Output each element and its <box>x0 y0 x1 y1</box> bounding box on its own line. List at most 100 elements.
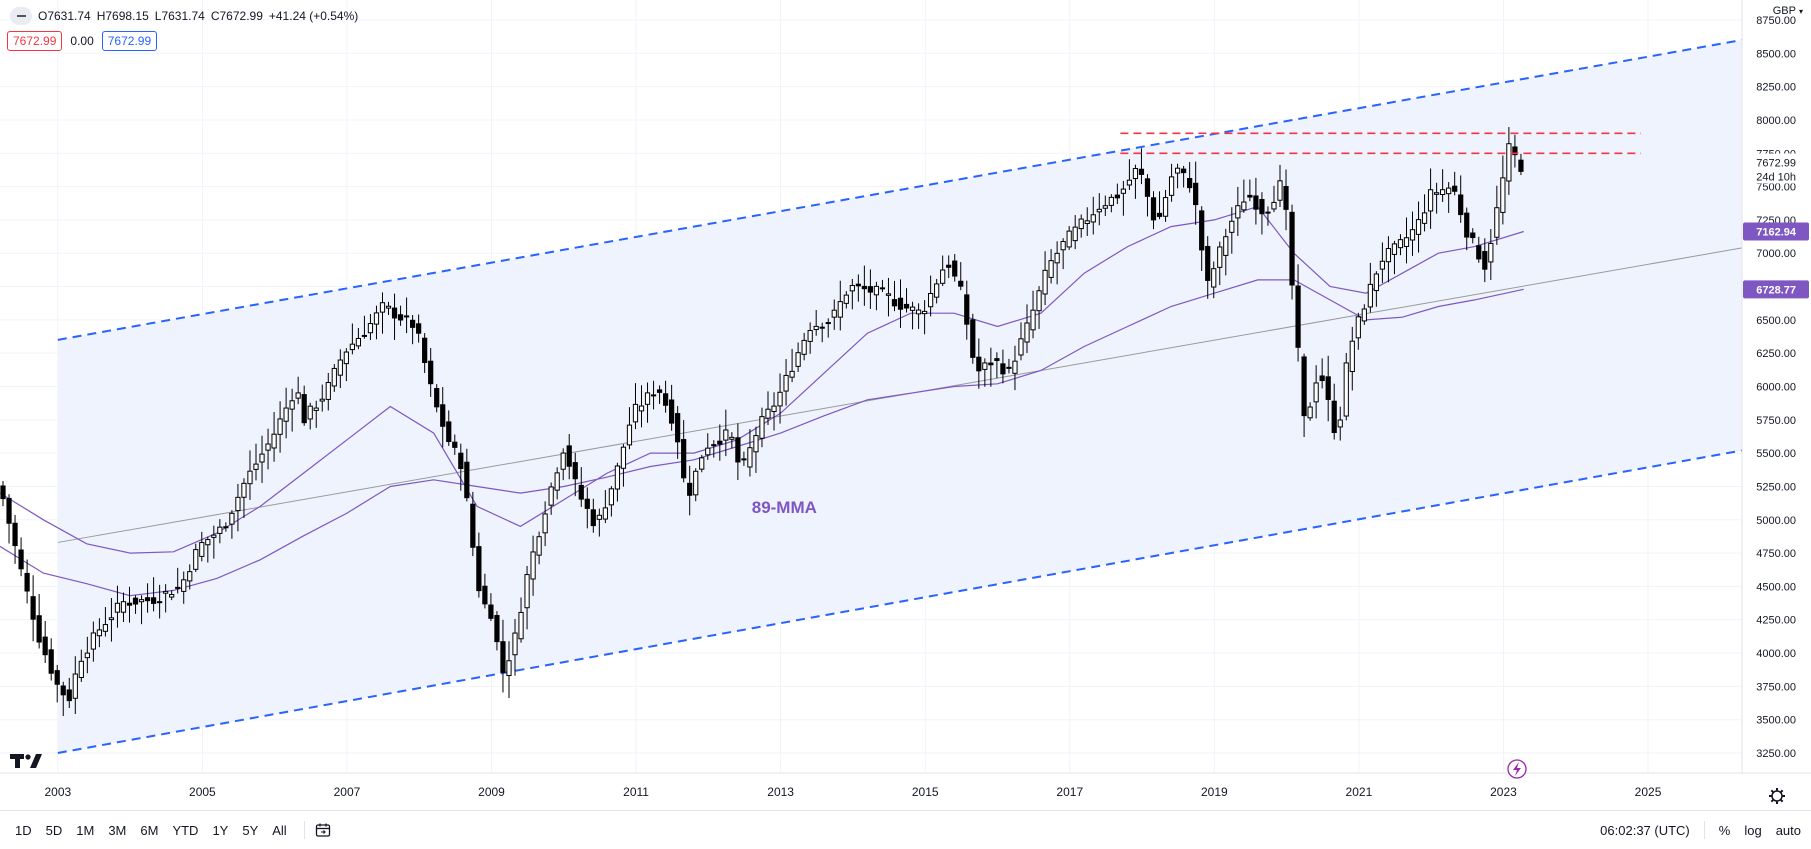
candle-body <box>946 264 952 268</box>
candle-body <box>813 325 819 331</box>
candle-body <box>211 534 217 538</box>
utc-clock[interactable]: 06:02:37 (UTC) <box>1600 822 1690 838</box>
candle-body <box>873 285 880 296</box>
candle-body <box>891 299 898 307</box>
candle-body <box>729 436 735 440</box>
logo-stem <box>15 754 20 768</box>
label-layer: 7162.94 6728.77 7672.99 24d 10h 89-MMA <box>10 153 1809 804</box>
candle-body <box>1271 201 1277 210</box>
candle-body <box>78 660 84 678</box>
last-price-tag-bg <box>1743 153 1809 184</box>
auto-scale-toggle[interactable]: auto <box>1775 822 1801 838</box>
candle-body <box>397 314 404 321</box>
range-button-1y[interactable]: 1Y <box>212 822 229 838</box>
candle-body <box>554 472 560 491</box>
candle-body <box>650 394 657 397</box>
buy-price-box[interactable]: 7672.99 <box>101 31 158 51</box>
candle-body <box>373 312 380 325</box>
resistance-layer <box>1120 132 1641 155</box>
candle-body <box>1126 179 1133 186</box>
candles-layer <box>0 127 1524 716</box>
candle-body <box>1397 239 1404 249</box>
range-button-1m[interactable]: 1M <box>76 822 95 838</box>
candle-body <box>12 522 18 547</box>
settings-gear-icon[interactable] <box>1769 788 1785 804</box>
candle-body <box>1361 308 1367 322</box>
candle-body <box>138 599 145 603</box>
candle-body <box>410 319 416 328</box>
range-button-6m[interactable]: 6M <box>140 822 159 838</box>
channel-lower-line <box>57 449 1743 754</box>
candle-body <box>500 641 506 673</box>
percent-scale-toggle[interactable]: % <box>1718 822 1731 838</box>
candle-body <box>494 615 500 643</box>
candle-body <box>1120 188 1126 194</box>
range-button-5d[interactable]: 5D <box>45 822 63 838</box>
candle-body <box>1433 192 1440 195</box>
currency-selector[interactable]: GBP ▾ <box>1773 5 1803 17</box>
candle-body <box>608 488 614 506</box>
candle-body <box>1199 210 1205 251</box>
candle-body <box>1156 212 1163 217</box>
sell-price-box[interactable]: 7672.99 <box>7 31 63 51</box>
range-button-5y[interactable]: 5Y <box>242 822 259 838</box>
candle-body <box>1060 241 1066 251</box>
gear-tooth <box>1779 789 1784 794</box>
y-tick-label: 3250.00 <box>1756 748 1796 760</box>
candle-body <box>1295 285 1301 348</box>
candle-body <box>0 485 6 500</box>
candle-body <box>771 405 777 413</box>
bottom-toolbar: 1D 5D 1M 3M 6M YTD 1Y 5Y All 06:02:37 (UTC) % lo… <box>0 810 1811 849</box>
candle-body <box>277 418 283 435</box>
bottom-right-controls: 06:02:37 (UTC) % log auto <box>1600 821 1801 839</box>
gear-tooth <box>1770 798 1775 803</box>
candle-body <box>638 405 645 412</box>
y-tick-label: 5750.00 <box>1756 415 1796 427</box>
candle-body <box>337 359 343 376</box>
calendar-icon[interactable] <box>315 822 331 838</box>
collapse-icon[interactable] <box>10 7 32 25</box>
range-button-all[interactable]: All <box>272 822 287 838</box>
candle-body <box>1036 290 1042 312</box>
candle-body <box>825 322 831 325</box>
x-tick-label: 2013 <box>767 785 794 799</box>
candle-body <box>1500 177 1506 213</box>
candle-body <box>1385 248 1392 263</box>
candle-body <box>205 539 211 546</box>
candle-body <box>271 433 277 449</box>
candle-body <box>217 526 223 534</box>
candle-body <box>717 440 723 445</box>
candle-body <box>741 458 747 461</box>
candle-body <box>994 358 1000 361</box>
candle-body <box>928 293 934 308</box>
candle-body <box>1259 199 1265 215</box>
candle-body <box>54 670 60 685</box>
candle-body <box>1283 186 1289 210</box>
candle-body <box>1349 340 1355 373</box>
bar-countdown: 24d 10h <box>1756 172 1796 184</box>
spread-value: 0.00 <box>70 34 94 48</box>
candle-body <box>807 330 813 342</box>
logo-slash <box>30 754 42 768</box>
lightning-icon[interactable] <box>1507 759 1527 779</box>
candle-body <box>1391 243 1398 255</box>
chevron-down-icon: ▾ <box>1798 6 1803 16</box>
candle-body <box>1313 382 1319 403</box>
candle-body <box>1488 242 1494 263</box>
candle-body <box>1090 214 1096 223</box>
candle-body <box>295 392 301 399</box>
ma-annotation-label: 89-MMA <box>752 498 817 517</box>
range-button-ytd[interactable]: YTD <box>172 822 199 838</box>
candle-body <box>18 549 24 570</box>
candle-body <box>24 572 30 592</box>
range-button-3m[interactable]: 3M <box>108 822 127 838</box>
candle-body <box>1205 245 1211 281</box>
range-button-1d[interactable]: 1D <box>15 822 32 838</box>
candle-body <box>566 445 572 467</box>
candle-body <box>1265 211 1271 214</box>
candle-body <box>976 356 982 372</box>
log-scale-toggle[interactable]: log <box>1744 822 1762 838</box>
candle-body <box>1181 168 1187 174</box>
